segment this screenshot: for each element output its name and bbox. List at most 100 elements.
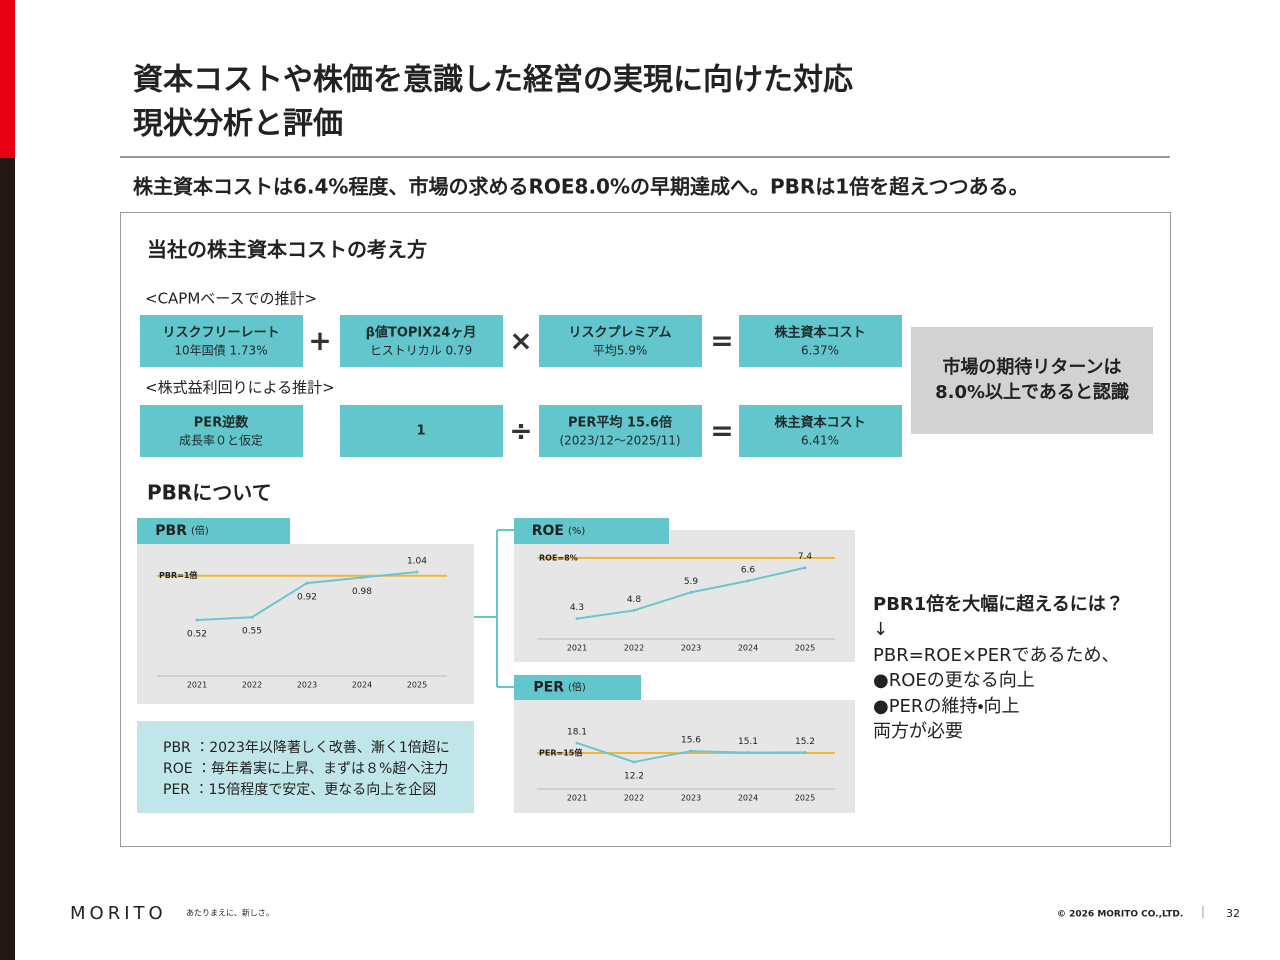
result-box — [739, 315, 902, 367]
page-number: 32 — [1226, 907, 1240, 920]
chart-unit: (倍) — [191, 525, 209, 537]
box-text: 株主資本コスト — [774, 415, 865, 431]
chart-tab — [514, 518, 669, 544]
accent-red — [0, 0, 15, 158]
right-text: ↓ — [873, 619, 888, 640]
x-tick-label: 2024 — [738, 794, 758, 803]
note-text: PBR ：2023年以降著しく改善、漸く1倍超に — [163, 739, 450, 756]
x-tick-label: 2021 — [187, 681, 207, 690]
chart-panel — [514, 700, 855, 813]
title: 資本コストや株価を意識した経営の実現に向けた対応 — [133, 63, 853, 98]
chart-title: PER — [533, 680, 564, 696]
data-point — [803, 566, 807, 570]
result-box — [739, 405, 902, 457]
conclusion-text: 市場の期待リターンは — [942, 356, 1121, 378]
chart-panel — [514, 530, 855, 662]
box-text: ヒストリカル 0.79 — [370, 344, 473, 358]
right-text: 両方が必要 — [873, 721, 963, 742]
method-label: <株式益利回りによる推計> — [145, 379, 335, 397]
subtitle: 株主資本コストは6.4%程度、市場の求めるROE8.0%の早期達成へ。PBRは1… — [133, 175, 1029, 199]
data-point — [689, 590, 693, 594]
logo: MORITO — [70, 903, 167, 924]
data-point — [360, 576, 364, 580]
section-heading: PBRについて — [147, 481, 272, 505]
data-point — [803, 750, 807, 754]
box-text: 6.37% — [801, 344, 839, 358]
chart-title: ROE — [532, 523, 564, 539]
value-label: 15.2 — [795, 737, 815, 747]
right-text: PBR1倍を大幅に超えるには？ — [873, 593, 1124, 615]
x-tick-label: 2021 — [567, 644, 587, 653]
x-tick-label: 2022 — [624, 644, 644, 653]
box-text: 成長率０と仮定 — [179, 434, 263, 448]
data-point — [250, 615, 254, 619]
x-tick-label: 2025 — [407, 681, 427, 690]
data-point — [575, 617, 579, 621]
chart-tab — [137, 518, 290, 544]
conclusion-text: 8.0%以上であると認識 — [935, 381, 1129, 403]
data-point — [305, 581, 309, 585]
right-text: PBR=ROE×PERであるため、 — [873, 645, 1119, 666]
data-point — [575, 741, 579, 745]
method-row: PER逆数 成長率０と仮定 1 ÷ PER平均 15.6倍 (2023/12～2… — [140, 405, 902, 457]
chart-tab — [514, 675, 641, 700]
method-label: <CAPMベースでの推計> — [145, 290, 317, 308]
accent-dark — [0, 158, 15, 960]
box-text: リスクプレミアム — [568, 326, 671, 341]
charts: PBR (倍) PBR=1倍 0.52 2021 0.55 2022 0.92 2023 0.98… — [137, 518, 855, 813]
box-text: 10年国債 1.73% — [174, 343, 267, 358]
reference-label: ROE=8% — [539, 553, 578, 562]
operator: = — [710, 324, 733, 357]
value-label: 5.9 — [684, 577, 699, 587]
reference-label: PER=15倍 — [539, 748, 582, 758]
value-label: 15.1 — [738, 737, 758, 747]
box-text: (2023/12～2025/11) — [559, 434, 680, 448]
content-frame — [120, 212, 1171, 847]
box-text: PER逆数 — [194, 415, 249, 431]
box-text: 6.41% — [801, 434, 839, 448]
value-label: 1.04 — [407, 557, 427, 567]
x-tick-label: 2023 — [297, 681, 317, 690]
connector — [474, 529, 514, 688]
x-tick-label: 2025 — [795, 644, 815, 653]
value-label: 18.1 — [567, 728, 587, 738]
factor-box — [539, 405, 702, 457]
operator: ÷ — [509, 414, 532, 447]
value-label: 12.2 — [624, 771, 644, 781]
box-text: 株主資本コスト — [774, 325, 865, 341]
data-point — [746, 579, 750, 583]
value-label: 4.3 — [570, 603, 584, 613]
data-point — [195, 618, 199, 622]
operator: + — [308, 324, 331, 357]
x-tick-label: 2022 — [242, 681, 262, 690]
x-tick-label: 2021 — [567, 794, 587, 803]
chart-unit: (倍) — [568, 682, 586, 694]
factor-box — [140, 405, 303, 457]
value-label: 7.4 — [798, 552, 813, 562]
right-text: ●ROEの更なる向上 — [873, 670, 1035, 691]
data-point — [415, 570, 419, 574]
value-label: 0.92 — [297, 593, 317, 603]
chart-title: PBR — [155, 523, 187, 539]
box-text: PER平均 15.6倍 — [568, 415, 672, 431]
x-tick-label: 2024 — [738, 644, 758, 653]
box-text: 1 — [416, 424, 425, 439]
tagline: あたりまえに、新しさ。 — [186, 909, 274, 918]
value-label: 0.52 — [187, 630, 207, 640]
value-label: 0.98 — [352, 587, 372, 597]
x-tick-label: 2022 — [624, 794, 644, 803]
title: 現状分析と評価 — [133, 107, 343, 142]
value-label: 15.6 — [681, 736, 701, 746]
factor-box — [340, 315, 503, 367]
box-text: β値TOPIX24ヶ月 — [366, 325, 477, 341]
box-text: 平均5.9% — [593, 344, 648, 358]
value-label: 4.8 — [627, 595, 642, 605]
chart-panel — [137, 544, 474, 704]
operator: = — [710, 414, 733, 447]
note-box — [137, 721, 474, 813]
data-point — [689, 749, 693, 753]
box-text: リスクフリーレート — [162, 326, 279, 341]
